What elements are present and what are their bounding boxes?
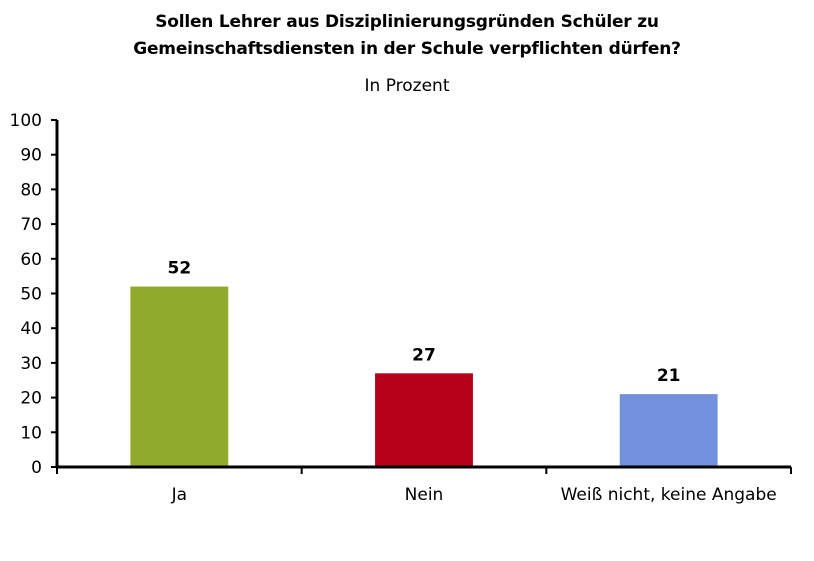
y-tick-label-20: 20 <box>20 389 42 409</box>
chart-title-line-2: Gemeinschaftsdiensten in der Schule verp… <box>133 39 681 59</box>
y-tick-label-30: 30 <box>20 354 42 374</box>
y-tick-label-50: 50 <box>20 285 42 305</box>
y-tick-label-90: 90 <box>20 146 42 166</box>
bar-1 <box>130 286 229 467</box>
chart-title-line-1: Sollen Lehrer aus Disziplinierungsgründe… <box>155 12 659 32</box>
data-label-1: 52 <box>167 259 191 279</box>
y-tick-label-0: 0 <box>31 458 42 478</box>
chart-subtitle: In Prozent <box>364 76 450 96</box>
x-tick-label-3: Weiß nicht, keine Angabe <box>561 485 777 505</box>
y-tick-label-100: 100 <box>10 111 42 131</box>
y-tick-label-40: 40 <box>20 319 42 339</box>
x-tick-label-1: Ja <box>171 485 187 505</box>
y-tick-label-70: 70 <box>20 215 42 235</box>
data-label-2: 27 <box>412 345 436 365</box>
bar-3 <box>619 394 718 467</box>
x-tick-label-2: Nein <box>405 485 444 505</box>
data-label-3: 21 <box>657 366 681 386</box>
y-tick-label-80: 80 <box>20 180 42 200</box>
bar-2 <box>375 373 473 467</box>
y-tick-label-60: 60 <box>20 250 42 270</box>
y-tick-label-10: 10 <box>20 423 42 443</box>
